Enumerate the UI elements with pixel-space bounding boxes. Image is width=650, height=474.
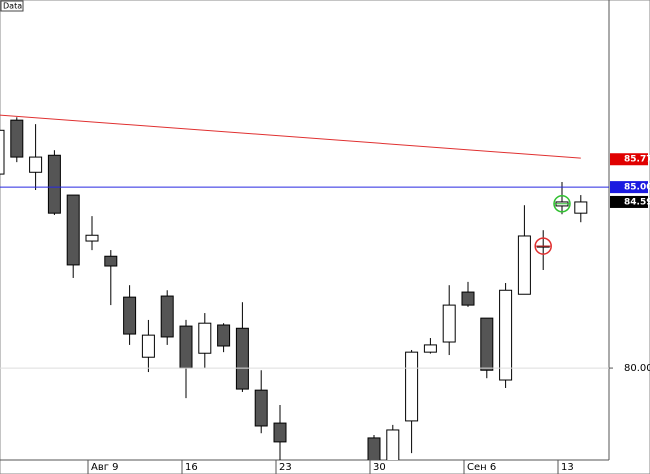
x-tick-label: Авг 9	[91, 462, 119, 473]
candle-body	[141, 334, 155, 358]
x-tick-label: 30	[373, 462, 386, 473]
price-label: 85.77	[624, 155, 650, 165]
candle-body	[85, 234, 99, 242]
candle-body	[29, 156, 43, 173]
candle-body	[423, 344, 437, 353]
price-label-box	[610, 181, 648, 194]
price-label: 85.00	[624, 183, 650, 193]
candle-body	[235, 327, 249, 390]
candle-body	[160, 295, 174, 338]
price-label-box	[610, 195, 648, 208]
candle-body	[517, 235, 531, 295]
candle-body	[254, 389, 268, 427]
candle-body	[217, 324, 231, 347]
candle-body	[442, 304, 456, 343]
candle-body	[480, 317, 494, 371]
label-box	[0, 0, 24, 12]
candle-body	[461, 291, 475, 306]
candle-body	[123, 296, 137, 335]
candle-body	[47, 154, 61, 214]
candle-body	[10, 119, 24, 158]
x-tick-label: 13	[561, 462, 574, 473]
candle-body	[405, 351, 419, 422]
candle-body	[386, 429, 400, 460]
candle-body	[198, 322, 212, 354]
candle-body	[367, 437, 381, 460]
trend-line	[0, 114, 581, 159]
plot-area	[0, 114, 588, 460]
x-tick-label: 16	[185, 462, 198, 473]
candle-body	[574, 201, 588, 214]
series-label: Data	[3, 2, 22, 11]
price-label: 84.59	[624, 197, 650, 207]
candle-body	[273, 422, 287, 443]
y-tick-label: 80.00	[624, 363, 650, 374]
price-label-box	[610, 153, 648, 166]
candle-body	[66, 194, 80, 266]
x-tick-label: 23	[279, 462, 292, 473]
candle-body	[0, 129, 5, 175]
x-tick-label: Сен 6	[467, 462, 496, 473]
candle-body	[179, 325, 193, 369]
candle-body	[499, 289, 513, 381]
candle-body	[104, 255, 118, 267]
